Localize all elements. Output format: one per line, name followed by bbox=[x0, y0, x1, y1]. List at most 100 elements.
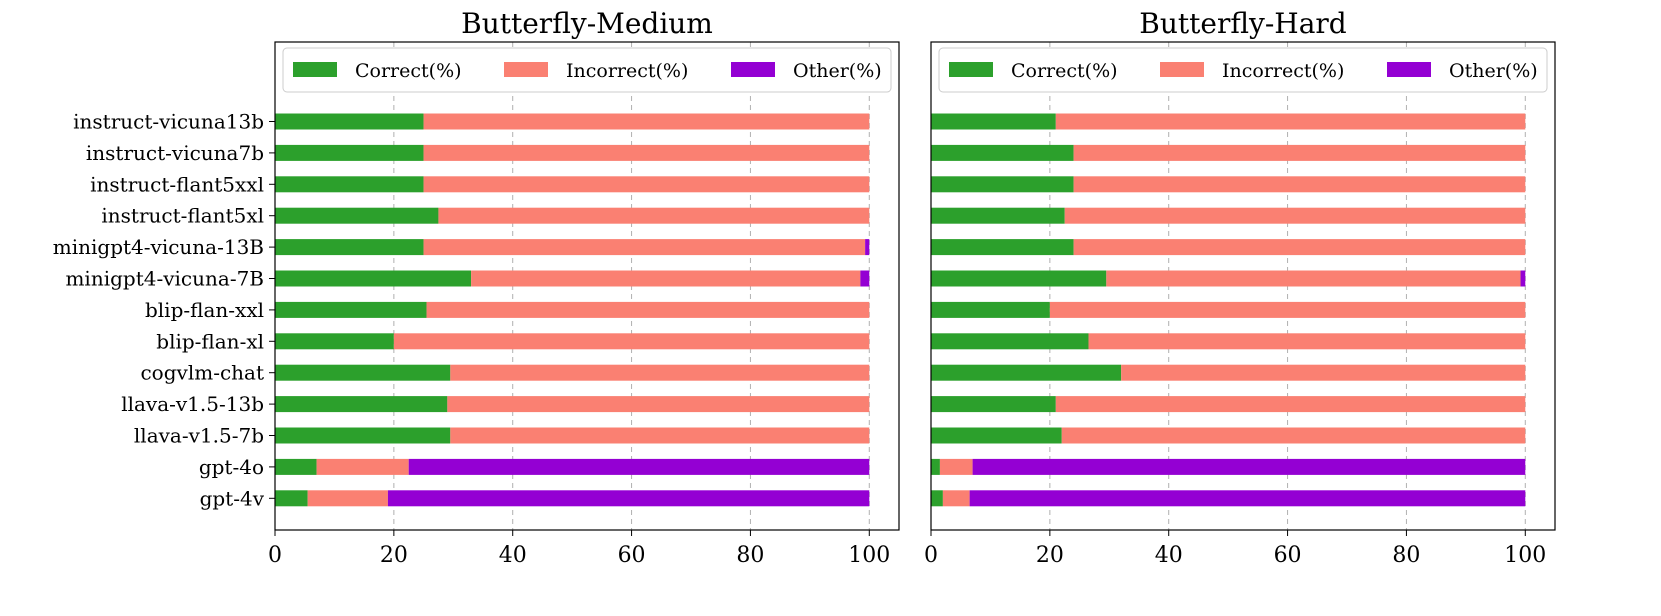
bar-other-minigpt4-vicuna-7b bbox=[1520, 270, 1526, 287]
legend-box bbox=[282, 47, 892, 93]
bar-correct-blip-flan-xl bbox=[275, 333, 394, 350]
bar-correct-instruct-vicuna7b bbox=[275, 144, 424, 161]
category-label-gpt-4v: gpt-4v bbox=[200, 486, 265, 510]
bar-incorrect-minigpt4-vicuna-7b bbox=[471, 270, 861, 287]
bar-other-minigpt4-vicuna-7b bbox=[860, 270, 870, 287]
bar-correct-blip-flan-xxl bbox=[275, 301, 427, 318]
category-label-gpt-4o: gpt-4o bbox=[199, 455, 264, 479]
legend-swatch-incorrect bbox=[1160, 62, 1204, 77]
bar-other-minigpt4-vicuna-13b bbox=[865, 239, 870, 256]
bar-correct-cogvlm-chat bbox=[931, 364, 1122, 381]
bar-incorrect-instruct-flant5xl bbox=[1064, 207, 1526, 224]
bar-incorrect-instruct-flant5xl bbox=[438, 207, 870, 224]
bar-correct-minigpt4-vicuna-13b bbox=[931, 239, 1074, 256]
bar-correct-gpt-4v bbox=[931, 490, 943, 507]
bar-incorrect-blip-flan-xl bbox=[393, 333, 870, 350]
legend-box bbox=[938, 47, 1548, 93]
bar-correct-minigpt4-vicuna-7b bbox=[275, 270, 472, 287]
x-tick-label-0: 0 bbox=[924, 543, 938, 568]
bar-incorrect-minigpt4-vicuna-13b bbox=[1073, 239, 1526, 256]
legend-swatch-incorrect bbox=[504, 62, 548, 77]
x-tick-label-80: 80 bbox=[736, 543, 764, 568]
panel-butterfly-hard: Butterfly-Hard 0 20 40 60 80 100 Correct(%) Inco… bbox=[924, 7, 1556, 568]
bar-incorrect-llava-v1-5-13b bbox=[447, 396, 870, 413]
category-label-minigpt4-vicuna-7b: minigpt4-vicuna-7B bbox=[65, 267, 264, 291]
bar-other-gpt-4v bbox=[387, 490, 870, 507]
bar-correct-instruct-flant5xl bbox=[275, 207, 439, 224]
panel-title: Butterfly-Medium bbox=[461, 7, 713, 40]
bar-correct-llava-v1-5-7b bbox=[931, 427, 1062, 444]
bar-incorrect-cogvlm-chat bbox=[450, 364, 870, 381]
bar-incorrect-gpt-4o bbox=[316, 458, 409, 475]
bar-incorrect-instruct-vicuna7b bbox=[1073, 144, 1526, 161]
legend-label-other: Other(%) bbox=[1449, 60, 1538, 82]
bar-incorrect-instruct-vicuna13b bbox=[423, 113, 870, 130]
legend-label-correct: Correct(%) bbox=[355, 60, 462, 82]
bar-incorrect-blip-flan-xxl bbox=[1049, 301, 1526, 318]
x-tick-label-60: 60 bbox=[1274, 543, 1302, 568]
legend-swatch-other bbox=[731, 62, 775, 77]
legend-label-incorrect: Incorrect(%) bbox=[1222, 60, 1344, 82]
bar-correct-cogvlm-chat bbox=[275, 364, 451, 381]
category-label-instruct-vicuna7b: instruct-vicuna7b bbox=[86, 141, 264, 165]
bar-incorrect-instruct-flant5xxl bbox=[423, 176, 870, 193]
bar-correct-instruct-flant5xl bbox=[931, 207, 1065, 224]
bar-other-gpt-4o bbox=[972, 458, 1526, 475]
bar-incorrect-cogvlm-chat bbox=[1121, 364, 1526, 381]
legend-swatch-correct bbox=[949, 62, 993, 77]
category-label-cogvlm-chat: cogvlm-chat bbox=[140, 361, 264, 385]
category-label-instruct-flant5xxl: instruct-flant5xxl bbox=[90, 172, 264, 196]
x-tick-label-40: 40 bbox=[1155, 543, 1183, 568]
x-tick-label-20: 20 bbox=[380, 543, 408, 568]
bar-correct-blip-flan-xl bbox=[931, 333, 1089, 350]
x-tick-label-80: 80 bbox=[1392, 543, 1420, 568]
axes-frame bbox=[930, 41, 1556, 531]
legend-swatch-other bbox=[1387, 62, 1431, 77]
bar-incorrect-llava-v1-5-7b bbox=[1061, 427, 1526, 444]
bar-incorrect-llava-v1-5-13b bbox=[1055, 396, 1526, 413]
bar-correct-llava-v1-5-13b bbox=[931, 396, 1056, 413]
bar-incorrect-minigpt4-vicuna-13b bbox=[423, 239, 866, 256]
bar-incorrect-gpt-4v bbox=[942, 490, 970, 507]
bar-incorrect-gpt-4v bbox=[307, 490, 388, 507]
panel-title: Butterfly-Hard bbox=[1139, 7, 1347, 40]
category-label-instruct-vicuna13b: instruct-vicuna13b bbox=[73, 110, 264, 134]
panel-butterfly-medium: Butterfly-Medium instruct-vicuna13b instru… bbox=[53, 7, 900, 568]
category-label-instruct-flant5xl: instruct-flant5xl bbox=[101, 204, 264, 228]
x-tick-label-20: 20 bbox=[1036, 543, 1064, 568]
bar-incorrect-instruct-vicuna7b bbox=[423, 144, 870, 161]
bar-other-gpt-4o bbox=[408, 458, 870, 475]
bar-correct-instruct-vicuna13b bbox=[275, 113, 424, 130]
bar-other-gpt-4v bbox=[969, 490, 1526, 507]
legend-label-correct: Correct(%) bbox=[1011, 60, 1118, 82]
bar-correct-instruct-vicuna7b bbox=[931, 144, 1074, 161]
x-tick-label-60: 60 bbox=[618, 543, 646, 568]
bar-correct-gpt-4o bbox=[931, 458, 940, 475]
x-tick-label-40: 40 bbox=[499, 543, 527, 568]
bar-incorrect-gpt-4o bbox=[939, 458, 973, 475]
bar-correct-blip-flan-xxl bbox=[931, 301, 1050, 318]
bar-correct-minigpt4-vicuna-7b bbox=[931, 270, 1107, 287]
axes-frame bbox=[274, 41, 900, 531]
bar-incorrect-blip-flan-xxl bbox=[426, 301, 870, 318]
category-label-blip-flan-xl: blip-flan-xl bbox=[156, 329, 264, 353]
bar-correct-instruct-flant5xxl bbox=[931, 176, 1074, 193]
bar-incorrect-instruct-vicuna13b bbox=[1055, 113, 1526, 130]
legend-label-other: Other(%) bbox=[793, 60, 882, 82]
bar-incorrect-minigpt4-vicuna-7b bbox=[1106, 270, 1521, 287]
x-tick-label-100: 100 bbox=[1504, 543, 1546, 568]
category-label-minigpt4-vicuna-13b: minigpt4-vicuna-13B bbox=[53, 235, 264, 259]
bar-correct-gpt-4o bbox=[275, 458, 317, 475]
bar-correct-instruct-flant5xxl bbox=[275, 176, 424, 193]
bar-incorrect-llava-v1-5-7b bbox=[450, 427, 870, 444]
bar-correct-instruct-vicuna13b bbox=[931, 113, 1056, 130]
x-tick-label-100: 100 bbox=[848, 543, 890, 568]
bar-incorrect-blip-flan-xl bbox=[1088, 333, 1526, 350]
category-label-llava-v1-5-13b: llava-v1.5-13b bbox=[121, 392, 264, 416]
x-tick-label-0: 0 bbox=[268, 543, 282, 568]
bar-correct-minigpt4-vicuna-13b bbox=[275, 239, 424, 256]
legend-swatch-correct bbox=[293, 62, 337, 77]
bar-correct-gpt-4v bbox=[275, 490, 308, 507]
bar-incorrect-instruct-flant5xxl bbox=[1073, 176, 1526, 193]
